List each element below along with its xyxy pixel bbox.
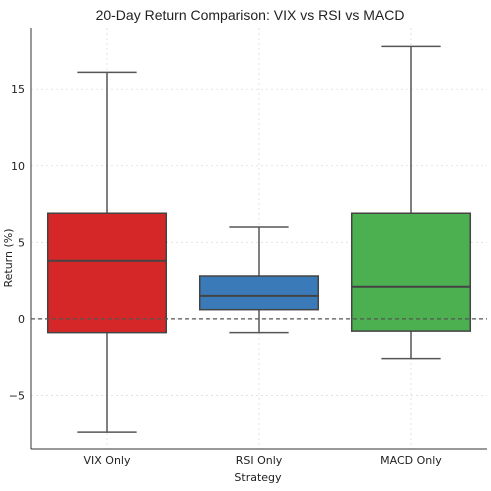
box-0 [46, 212, 168, 334]
box-1 [198, 275, 320, 311]
chart-title: 20-Day Return Comparison: VIX vs RSI vs … [96, 7, 405, 23]
y-tick-label: 5 [18, 236, 25, 249]
y-axis-label: Return (%) [2, 228, 15, 287]
x-axis-label: Strategy [234, 471, 282, 484]
x-tick-label: RSI Only [236, 454, 283, 467]
y-tick-label: −5 [9, 389, 25, 402]
y-tick-label: 15 [11, 83, 25, 96]
y-tick-label: 0 [18, 313, 25, 326]
x-tick-label: VIX Only [84, 454, 131, 467]
box-2 [350, 212, 472, 332]
plot-area: −5 0 5 10 15 VIX Only RSI Only MACD Only [9, 28, 487, 467]
x-tick-label: MACD Only [380, 454, 442, 467]
y-tick-label: 10 [11, 160, 25, 173]
